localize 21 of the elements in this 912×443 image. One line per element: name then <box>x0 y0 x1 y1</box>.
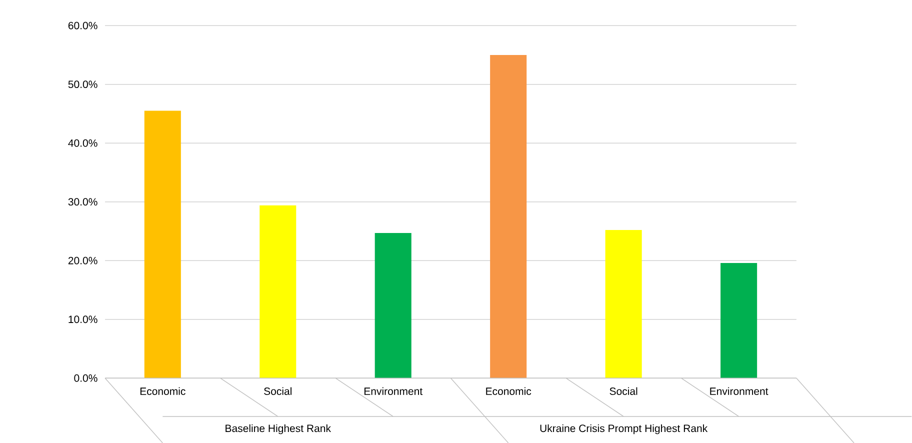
y-tick-label: 20.0% <box>68 256 98 264</box>
bar <box>490 54 527 378</box>
y-tick-label: 10.0% <box>68 315 98 323</box>
y-tick-label: 40.0% <box>68 139 98 147</box>
x-tick-label: Environment <box>710 387 768 395</box>
text: Ukraine Crisis Prompt Highest Rank <box>540 424 708 434</box>
text: Baseline Highest Rank <box>226 424 331 434</box>
x-tick-label: Social <box>264 387 292 395</box>
bar <box>144 110 181 378</box>
bar <box>720 262 758 378</box>
x-tick-label: Environment <box>364 387 422 395</box>
y-tick-label: 50.0% <box>68 80 98 88</box>
x-tick-label: Social <box>610 387 638 395</box>
y-tick-label: 0.0% <box>74 374 98 382</box>
y-tick-label: 30.0% <box>68 198 98 206</box>
bar <box>260 205 296 378</box>
bar <box>374 232 412 378</box>
y-tick-label: 60.0% <box>68 22 98 30</box>
x-tick-label: Economic <box>486 387 532 395</box>
x-tick-label: Economic <box>140 387 186 395</box>
bar <box>605 230 642 378</box>
